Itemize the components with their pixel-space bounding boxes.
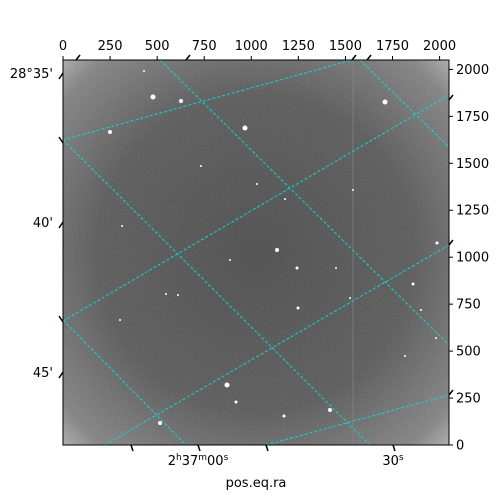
ra-tick-mark: [197, 444, 201, 452]
dec-tick-label-0: 28°35': [10, 67, 53, 82]
star: [200, 165, 202, 167]
ra-tick-mark: [130, 444, 134, 452]
star: [382, 99, 388, 105]
grid-line: [265, 394, 449, 445]
ra-tick-mark: [58, 136, 64, 144]
grid-line: [63, 319, 187, 445]
star: [296, 306, 300, 310]
star: [295, 266, 299, 270]
top-tick-label: 750: [192, 39, 217, 54]
world-tick-mark: [448, 239, 454, 246]
top-tick-label: 250: [98, 39, 123, 54]
star-field: [108, 70, 439, 425]
top-tick-label: 1750: [376, 39, 409, 54]
star: [119, 319, 121, 321]
grid-line: [63, 139, 371, 445]
star: [177, 294, 179, 296]
world-tick-mark: [366, 54, 372, 61]
top-tick-label: 1500: [329, 39, 362, 54]
top-tick-label: 2000: [423, 39, 456, 54]
star: [349, 297, 351, 299]
pixel-axis-ticks: 0 250 500 750 1000 1250 1500 1750 2000 0 250 500 750…: [59, 39, 489, 454]
star: [121, 225, 123, 227]
star: [435, 337, 437, 339]
star: [108, 130, 112, 134]
dec-tick-label-2: 45': [33, 366, 53, 381]
star: [150, 94, 156, 100]
star: [420, 309, 422, 311]
dec-tick-label-1: 40': [33, 216, 53, 231]
right-tick-label: 2000: [456, 63, 489, 78]
star: [158, 421, 162, 425]
star: [275, 248, 279, 252]
star: [143, 70, 145, 72]
grid-line: [159, 60, 449, 346]
right-tick-label: 250: [456, 392, 481, 407]
star: [256, 183, 258, 185]
star: [234, 400, 238, 404]
x-axis-label: pos.eq.ra: [226, 476, 287, 491]
top-tick-label: 1250: [282, 39, 315, 54]
grid-line: [63, 94, 449, 322]
ra-tick-mark: [58, 315, 64, 323]
sky-image: [63, 60, 449, 445]
star: [179, 99, 183, 103]
right-tick-label: 1500: [456, 157, 489, 172]
world-tick-mark: [75, 54, 81, 61]
right-tick-label: 1000: [456, 251, 489, 266]
star: [335, 267, 337, 269]
plot-frame: [62, 59, 450, 446]
coordinate-grid: [63, 60, 449, 445]
world-tick-mark: [448, 94, 454, 101]
grid-line: [359, 60, 449, 148]
ra-tick-label-0: 2h37m00s: [168, 453, 229, 469]
grid-line: [104, 244, 449, 445]
top-tick-label: 0: [59, 39, 67, 54]
ra-tick-mark: [392, 444, 396, 452]
star: [229, 259, 231, 261]
star: [165, 293, 167, 295]
top-tick-label: 500: [145, 39, 170, 54]
right-tick-label: 1750: [456, 110, 489, 125]
star: [224, 382, 230, 388]
right-tick-label: 1250: [456, 204, 489, 219]
world-tick-mark: [351, 54, 357, 61]
star: [435, 241, 439, 245]
world-axis-ticks: [58, 54, 454, 452]
dec-tick-mark: [58, 72, 64, 80]
right-tick-label: 500: [456, 345, 481, 360]
ra-tick-mark: [265, 444, 269, 452]
world-tick-mark: [185, 54, 191, 61]
world-tick-mark: [448, 389, 454, 396]
star: [404, 355, 406, 357]
star: [284, 198, 286, 200]
right-tick-label: 750: [456, 298, 481, 313]
star: [242, 125, 248, 131]
star: [282, 414, 286, 418]
star: [328, 408, 332, 412]
ra-tick-label-1: 30s: [382, 453, 404, 469]
dec-tick-mark: [58, 371, 64, 379]
dec-tick-mark: [58, 221, 64, 229]
top-tick-label: 1000: [235, 39, 268, 54]
star: [411, 282, 415, 286]
star: [352, 189, 354, 191]
right-tick-label: 0: [456, 439, 464, 454]
